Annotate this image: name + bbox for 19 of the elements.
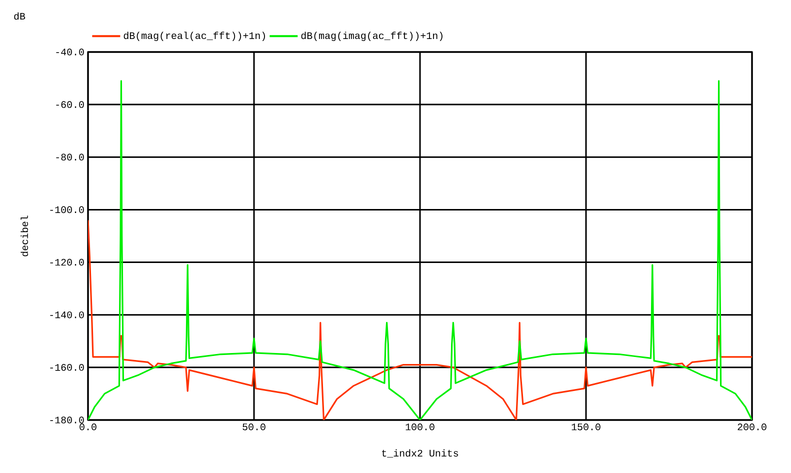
y-tick-label: -160.0 xyxy=(50,364,84,371)
legend-label: dB(mag(real(ac_fft))+1n) xyxy=(124,32,265,42)
text: dB xyxy=(14,12,26,20)
y-tick-label: -80.0 xyxy=(56,154,84,161)
y-axis-title: decibel xyxy=(20,216,28,256)
y-tick-label: -140.0 xyxy=(50,311,84,318)
x-tick-label: 100.0 xyxy=(406,423,434,430)
legend-label: dB(mag(imag(ac_fft))+1n) xyxy=(301,32,442,42)
x-tick-label: 50.0 xyxy=(242,423,266,430)
y-tick-label: -120.0 xyxy=(50,258,84,266)
y-tick-label: -40.0 xyxy=(56,48,84,56)
x-axis-title: t_indx2 Units xyxy=(382,449,458,458)
x-tick-label: 150.0 xyxy=(572,423,600,430)
y-tick-label: -180.0 xyxy=(50,416,84,424)
x-tick-label: 0.0 xyxy=(80,423,96,430)
line-series xyxy=(88,80,752,420)
y-tick-label: -100.0 xyxy=(50,206,84,214)
x-tick-label: 200.0 xyxy=(738,423,766,430)
y-tick-label: -60.0 xyxy=(56,101,84,108)
